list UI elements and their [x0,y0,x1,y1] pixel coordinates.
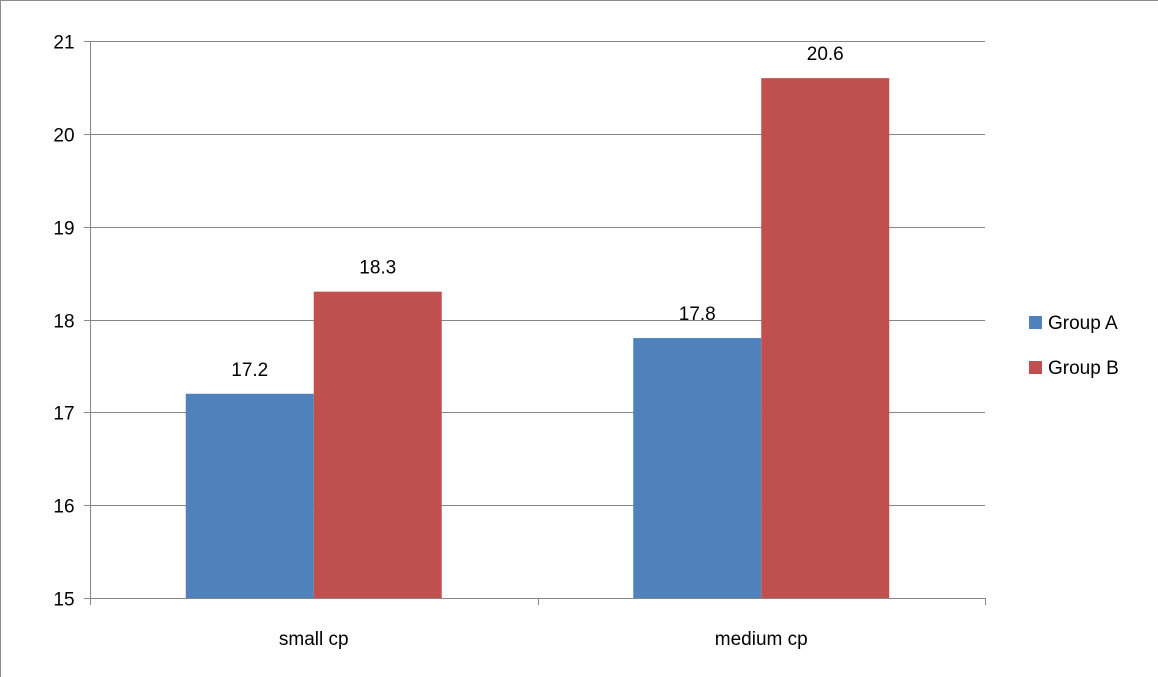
legend-label: Group A [1048,313,1118,334]
legend: Group A Group B [1029,313,1119,379]
y-tick-label: 18 [53,312,74,333]
legend-swatch [1029,361,1042,374]
data-label: 17.8 [679,304,716,325]
x-category-label: medium cp [715,629,808,650]
y-tick-label: 19 [53,219,74,240]
bar-group-b-medium-cp [761,78,890,599]
axes [84,41,986,605]
x-category-label: small cp [279,629,349,650]
legend-label: Group B [1048,358,1119,379]
labels: 15 16 17 18 19 20 21 17.2 18.3 small cp 17.8 20.6 me… [53,33,843,651]
data-label: 20.6 [807,44,844,65]
y-tick-label: 16 [53,497,74,518]
bars [185,78,890,599]
data-label: 18.3 [359,258,396,279]
data-label: 17.2 [231,360,268,381]
y-tick-label: 17 [53,404,74,425]
bar-group-a-medium-cp [633,338,762,598]
y-tick-label: 15 [53,590,74,611]
bar-group-b-small-cp [313,291,442,598]
bar-group-a-small-cp [185,393,314,598]
y-tick-label: 20 [53,126,74,147]
y-tick-label: 21 [53,33,74,54]
legend-swatch [1029,316,1042,329]
